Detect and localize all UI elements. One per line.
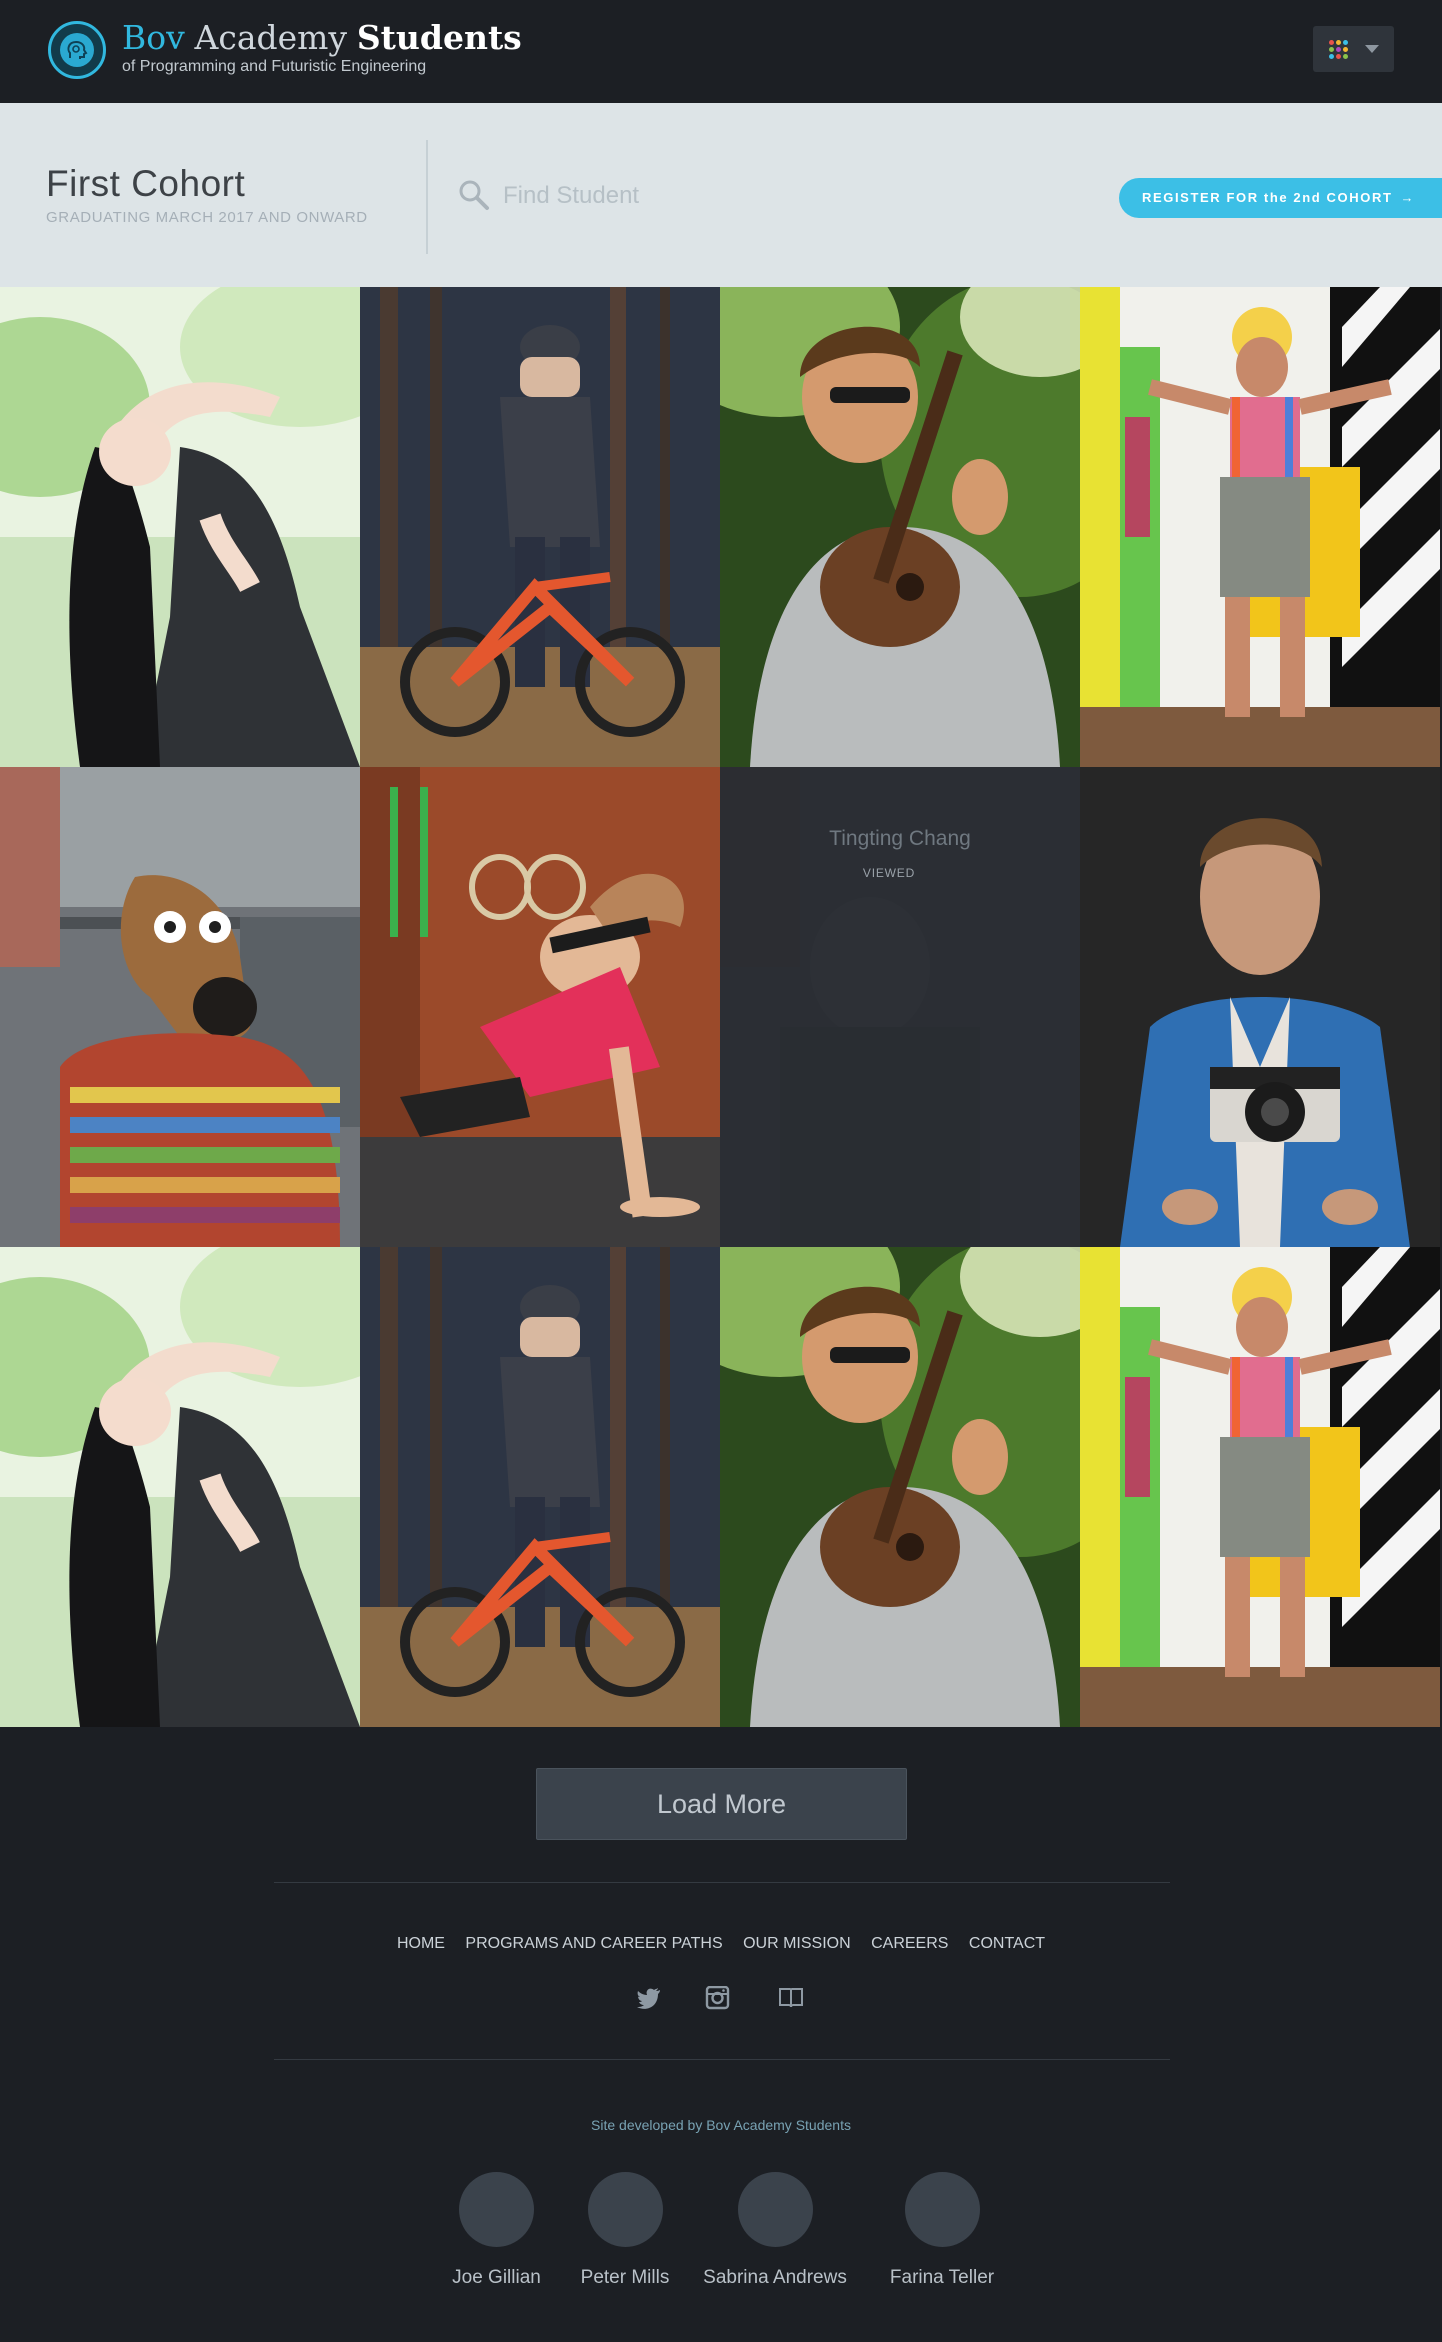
avatar (737, 2172, 813, 2247)
developer-name: Farina Teller (889, 2267, 995, 2288)
arrow-right-icon: → (1400, 190, 1416, 205)
student-photo-tile[interactable] (1080, 767, 1440, 1247)
instagram-icon[interactable] (705, 1986, 731, 2010)
student-photo-tile[interactable] (720, 287, 1080, 767)
divider (426, 140, 428, 254)
student-photo-tile[interactable] (0, 767, 360, 1247)
apps-menu-button[interactable] (1313, 26, 1394, 72)
developer-card[interactable]: Farina Teller (868, 2172, 1016, 2289)
developer-name: Joe Gillian (452, 2267, 541, 2288)
student-photo-tile[interactable] (360, 287, 720, 767)
top-header: Bov Academy Students of Programming and … (0, 0, 1442, 103)
student-photo (720, 1247, 1080, 1727)
cohort-bar: First Cohort GRADUATING MARCH 2017 AND O… (0, 103, 1442, 287)
load-more-button[interactable]: Load More (536, 1768, 907, 1840)
student-photo-tile[interactable] (360, 767, 720, 1247)
student-photo-tile[interactable] (360, 1247, 720, 1727)
student-photo-tile-viewed[interactable]: Tingting Chang VIEWED (720, 767, 1080, 1247)
nav-mission[interactable]: OUR MISSION (743, 1935, 851, 1952)
student-photo-tile[interactable] (1080, 287, 1440, 767)
nav-careers[interactable]: CAREERS (871, 1935, 949, 1952)
register-button[interactable]: REGISTER FOR the 2nd COHORT → (1119, 178, 1442, 218)
footer-nav: HOME PROGRAMS AND CAREER PATHS OUR MISSI… (0, 1935, 1442, 1953)
student-photo (0, 1247, 360, 1727)
student-photo-tile[interactable] (720, 1247, 1080, 1727)
student-photo-tile[interactable] (1080, 1247, 1440, 1727)
student-photo (360, 1247, 720, 1727)
status-badge: VIEWED (862, 866, 916, 880)
brand-word-bov: Bov (122, 18, 185, 57)
student-photo-tile[interactable] (0, 287, 360, 767)
student-photo-tile[interactable] (0, 1247, 360, 1727)
developer-card[interactable]: Sabrina Andrews (695, 2172, 855, 2289)
student-photo (360, 287, 720, 767)
register-button-label: REGISTER FOR the 2nd COHORT (1142, 190, 1393, 205)
brand-tagline: of Programming and Futuristic Engineerin… (122, 58, 427, 75)
avatar (904, 2172, 980, 2247)
head-gear-logo-icon[interactable] (48, 21, 106, 79)
developer-card[interactable]: Joe Gillian (434, 2172, 559, 2289)
search-input[interactable] (503, 174, 903, 218)
student-grid: Tingting Chang VIEWED (0, 287, 1442, 1727)
student-photo (1080, 287, 1440, 767)
nav-contact[interactable]: CONTACT (968, 1935, 1046, 1952)
divider (274, 1882, 1170, 1883)
student-photo (360, 767, 720, 1247)
cohort-subtitle: GRADUATING MARCH 2017 AND ONWARD (46, 209, 368, 226)
nav-home[interactable]: HOME (396, 1935, 445, 1952)
student-photo (720, 287, 1080, 767)
divider (274, 2059, 1170, 2060)
chevron-down-icon (1365, 45, 1379, 53)
avatar (587, 2172, 663, 2247)
brand-word-academy: Academy (194, 18, 348, 57)
developer-name: Sabrina Andrews (703, 2267, 847, 2288)
student-photo (1080, 1247, 1440, 1727)
student-photo (1080, 767, 1440, 1247)
developer-name: Peter Mills (580, 2267, 670, 2288)
book-icon[interactable] (778, 1986, 804, 2010)
brand-title[interactable]: Bov Academy Students (122, 18, 522, 58)
apps-grid-icon (1329, 40, 1349, 60)
developer-card[interactable]: Peter Mills (564, 2172, 686, 2289)
avatar (459, 2172, 534, 2247)
student-name: Tingting Chang (829, 827, 971, 850)
twitter-icon[interactable] (636, 1986, 662, 2010)
site-credit: Site developed by Bov Academy Students (591, 2117, 851, 2133)
student-photo (0, 767, 360, 1247)
brand-word-students: Students (356, 18, 522, 57)
student-photo (0, 287, 360, 767)
search-icon (459, 180, 489, 210)
nav-programs[interactable]: PROGRAMS AND CAREER PATHS (465, 1935, 723, 1952)
viewed-overlay: Tingting Chang VIEWED (720, 767, 1080, 1247)
page-title: First Cohort (46, 163, 246, 204)
